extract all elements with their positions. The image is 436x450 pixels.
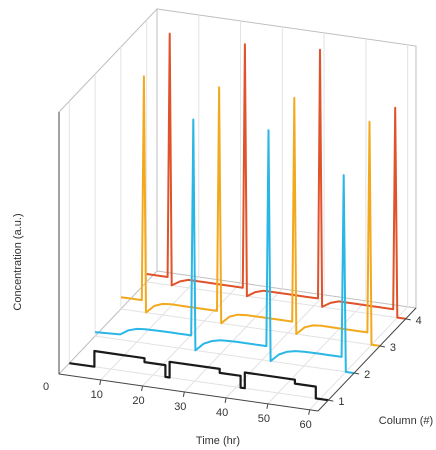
x-tick bbox=[141, 385, 144, 392]
x-axis-line bbox=[58, 373, 319, 412]
chart-axes bbox=[58, 112, 417, 415]
x-tick bbox=[224, 397, 227, 403]
floor-gridline-y bbox=[95, 335, 355, 374]
floor-gridline-y bbox=[146, 281, 406, 320]
y-tick-label: 3 bbox=[390, 342, 396, 354]
y-tick bbox=[354, 372, 360, 375]
x-tick-label: 50 bbox=[258, 413, 270, 425]
series-line-column-2 bbox=[95, 118, 355, 375]
y-tick bbox=[328, 399, 334, 402]
x-tick bbox=[266, 403, 269, 409]
series-line-column-1 bbox=[69, 349, 329, 402]
floor-gridline-y bbox=[69, 362, 329, 401]
x-tick bbox=[308, 409, 311, 415]
y-tick bbox=[379, 345, 385, 348]
chart-grid bbox=[68, 14, 409, 411]
x-tick bbox=[99, 379, 102, 386]
x-tick-label: 10 bbox=[91, 389, 103, 401]
floor-gridline-x bbox=[309, 306, 409, 411]
y-axis-title: Column (#) bbox=[379, 415, 433, 427]
y-tick bbox=[405, 318, 411, 321]
floor-gridline-x bbox=[267, 300, 367, 405]
chart-panes bbox=[58, 7, 417, 376]
floor-gridline-x bbox=[100, 276, 200, 381]
chart-labels: Time (hr) Column (#) Concentration (a.u.… bbox=[12, 213, 433, 447]
floor-gridline-y bbox=[120, 308, 380, 347]
y-axis-line bbox=[317, 307, 417, 412]
z-axis-title: Concentration (a.u.) bbox=[12, 213, 24, 310]
x-axis-title: Time (hr) bbox=[196, 435, 240, 447]
x-tick bbox=[182, 391, 185, 398]
back-pane bbox=[156, 8, 417, 309]
floor-gridline-x bbox=[225, 294, 325, 399]
y-tick-label: 2 bbox=[364, 369, 370, 381]
x-tick-label: 40 bbox=[216, 407, 228, 419]
series-line-column-3 bbox=[120, 75, 381, 347]
series-line-column-4 bbox=[146, 32, 406, 320]
y-tick-label: 1 bbox=[338, 396, 344, 408]
x-tick-label: 60 bbox=[300, 419, 312, 431]
x-tick-label: 20 bbox=[132, 395, 144, 407]
z-tick-label: 0 bbox=[43, 381, 49, 393]
x-tick-label: 30 bbox=[174, 401, 186, 413]
y-tick-label: 4 bbox=[416, 315, 422, 327]
series-layer bbox=[69, 32, 406, 402]
